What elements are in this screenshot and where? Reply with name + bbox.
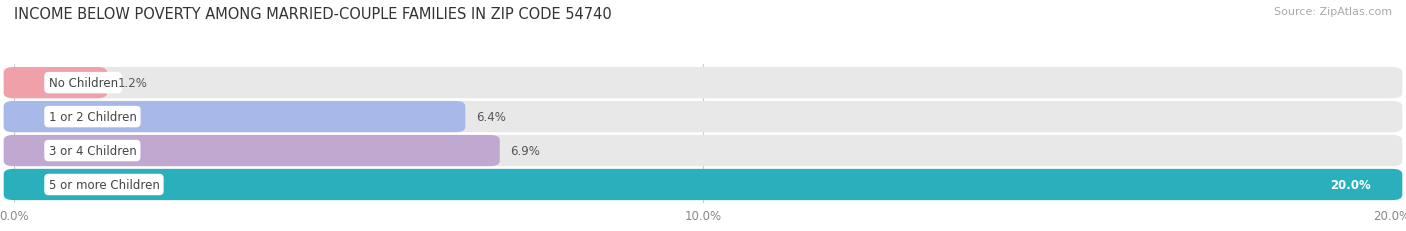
Text: 1 or 2 Children: 1 or 2 Children bbox=[48, 111, 136, 124]
FancyBboxPatch shape bbox=[4, 102, 465, 133]
Text: No Children: No Children bbox=[48, 77, 118, 90]
FancyBboxPatch shape bbox=[4, 169, 1402, 200]
FancyBboxPatch shape bbox=[4, 68, 107, 99]
Text: 5 or more Children: 5 or more Children bbox=[48, 178, 159, 191]
FancyBboxPatch shape bbox=[4, 135, 499, 166]
Text: 6.4%: 6.4% bbox=[475, 111, 506, 124]
Text: Source: ZipAtlas.com: Source: ZipAtlas.com bbox=[1274, 7, 1392, 17]
Text: 6.9%: 6.9% bbox=[510, 144, 540, 157]
Text: 1.2%: 1.2% bbox=[118, 77, 148, 90]
FancyBboxPatch shape bbox=[4, 169, 1402, 200]
Text: INCOME BELOW POVERTY AMONG MARRIED-COUPLE FAMILIES IN ZIP CODE 54740: INCOME BELOW POVERTY AMONG MARRIED-COUPL… bbox=[14, 7, 612, 22]
Text: 20.0%: 20.0% bbox=[1330, 178, 1371, 191]
Text: 3 or 4 Children: 3 or 4 Children bbox=[48, 144, 136, 157]
FancyBboxPatch shape bbox=[4, 135, 1402, 166]
FancyBboxPatch shape bbox=[4, 102, 1402, 133]
FancyBboxPatch shape bbox=[4, 68, 1402, 99]
